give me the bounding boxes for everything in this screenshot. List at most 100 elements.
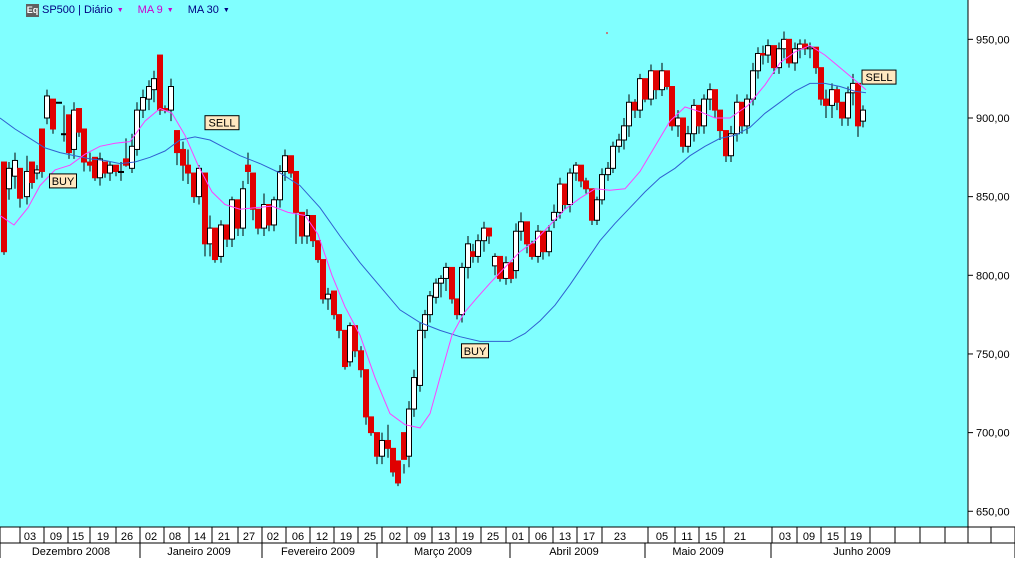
candle-up[interactable] bbox=[196, 167, 202, 198]
candle-down[interactable] bbox=[81, 128, 87, 163]
candle-up[interactable] bbox=[282, 155, 288, 172]
candle-up[interactable] bbox=[34, 169, 40, 174]
candle-up[interactable] bbox=[750, 70, 756, 100]
candle-up[interactable] bbox=[56, 101, 62, 104]
candle-down[interactable] bbox=[839, 101, 845, 119]
candle-down[interactable] bbox=[529, 243, 535, 257]
candle-up[interactable] bbox=[728, 133, 734, 157]
candle-up[interactable] bbox=[621, 125, 627, 141]
candle-down[interactable] bbox=[342, 329, 348, 368]
candle-up[interactable] bbox=[325, 293, 331, 300]
candle-up[interactable] bbox=[637, 78, 643, 111]
candle-down[interactable] bbox=[723, 130, 729, 157]
candle-down[interactable] bbox=[449, 266, 455, 300]
candle-down[interactable] bbox=[739, 101, 745, 127]
candle-down[interactable] bbox=[235, 199, 241, 229]
candle-up[interactable] bbox=[433, 282, 439, 298]
candle-down[interactable] bbox=[39, 128, 45, 172]
candle-down[interactable] bbox=[834, 89, 840, 103]
candle-up[interactable] bbox=[411, 377, 417, 410]
candle-up[interactable] bbox=[379, 439, 385, 457]
candle-up[interactable] bbox=[845, 92, 851, 119]
legend-item-ma30[interactable]: MA 30 ▼ bbox=[188, 4, 230, 16]
candle-up[interactable] bbox=[427, 295, 433, 316]
candle-down[interactable] bbox=[578, 164, 584, 182]
candle-down[interactable] bbox=[157, 54, 163, 111]
candle-down[interactable] bbox=[29, 161, 35, 183]
candle-down[interactable] bbox=[250, 172, 256, 210]
candle-down[interactable] bbox=[358, 350, 364, 371]
candle-up[interactable] bbox=[207, 227, 213, 245]
buy-signal-box[interactable] bbox=[49, 173, 77, 189]
candle-down[interactable] bbox=[245, 164, 251, 172]
candle-up[interactable] bbox=[776, 48, 782, 69]
candle-down[interactable] bbox=[855, 82, 861, 127]
candle-up[interactable] bbox=[44, 95, 50, 119]
candle-down[interactable] bbox=[92, 156, 98, 179]
candle-down[interactable] bbox=[293, 170, 299, 213]
candle-down[interactable] bbox=[315, 240, 321, 261]
chevron-down-icon[interactable]: ▼ bbox=[222, 6, 230, 14]
candle-up[interactable] bbox=[594, 199, 600, 221]
candle-up[interactable] bbox=[659, 70, 665, 91]
sell-signal-box[interactable] bbox=[204, 115, 240, 131]
candle-down[interactable] bbox=[401, 432, 407, 460]
candle-down[interactable] bbox=[760, 52, 766, 56]
candle-up[interactable] bbox=[443, 266, 449, 279]
candle-down[interactable] bbox=[1, 161, 7, 253]
candle-up[interactable] bbox=[626, 101, 632, 127]
candle-up[interactable] bbox=[734, 101, 740, 135]
candle-down[interactable] bbox=[102, 161, 108, 174]
candle-down[interactable] bbox=[524, 221, 530, 245]
candle-down[interactable] bbox=[664, 70, 670, 88]
candle-up[interactable] bbox=[573, 164, 579, 174]
candle-down[interactable] bbox=[320, 259, 326, 300]
candle-up[interactable] bbox=[557, 183, 563, 213]
candle-down[interactable] bbox=[336, 314, 342, 331]
candle-down[interactable] bbox=[374, 432, 380, 457]
candle-up[interactable] bbox=[465, 243, 471, 268]
candle-up[interactable] bbox=[781, 38, 787, 50]
candle-up[interactable] bbox=[616, 139, 622, 147]
candle-down[interactable] bbox=[288, 155, 294, 174]
candle-up[interactable] bbox=[481, 227, 487, 242]
candle-down[interactable] bbox=[385, 439, 391, 449]
candle-down[interactable] bbox=[508, 262, 514, 279]
candle-down[interactable] bbox=[266, 204, 272, 226]
candle-down[interactable] bbox=[87, 161, 93, 166]
candle-down[interactable] bbox=[299, 211, 305, 237]
candle-up[interactable] bbox=[685, 133, 691, 147]
candle-down[interactable] bbox=[113, 164, 119, 172]
candle-up[interactable] bbox=[707, 89, 713, 100]
candle-down[interactable] bbox=[185, 164, 191, 174]
candle-up[interactable] bbox=[261, 204, 267, 229]
candle-up[interactable] bbox=[129, 145, 135, 169]
candle-down[interactable] bbox=[50, 98, 56, 130]
candle-up[interactable] bbox=[151, 78, 157, 91]
candle-up[interactable] bbox=[459, 266, 465, 316]
legend-item-ma9[interactable]: MA 9 ▼ bbox=[138, 4, 174, 16]
candle-up[interactable] bbox=[218, 224, 224, 257]
candle-up[interactable] bbox=[12, 159, 18, 177]
candle-up[interactable] bbox=[118, 170, 124, 173]
candle-down[interactable] bbox=[331, 290, 337, 316]
candle-down[interactable] bbox=[642, 78, 648, 100]
candle-down[interactable] bbox=[191, 172, 197, 198]
candle-down[interactable] bbox=[202, 172, 208, 245]
candle-down[interactable] bbox=[589, 188, 595, 221]
candle-up[interactable] bbox=[475, 240, 481, 257]
candle-up[interactable] bbox=[755, 52, 761, 72]
candle-up[interactable] bbox=[97, 158, 103, 179]
candle-up[interactable] bbox=[140, 97, 146, 111]
candle-down[interactable] bbox=[786, 38, 792, 64]
candle-down[interactable] bbox=[653, 70, 659, 91]
candle-up[interactable] bbox=[797, 43, 803, 50]
candle-down[interactable] bbox=[540, 230, 546, 253]
candle-down[interactable] bbox=[696, 104, 702, 127]
candle-up[interactable] bbox=[860, 109, 866, 122]
candle-up[interactable] bbox=[6, 167, 12, 190]
equity-icon[interactable]: Eq bbox=[26, 3, 39, 17]
candle-down[interactable] bbox=[368, 416, 374, 434]
candle-down[interactable] bbox=[470, 251, 476, 257]
candle-down[interactable] bbox=[771, 45, 777, 69]
